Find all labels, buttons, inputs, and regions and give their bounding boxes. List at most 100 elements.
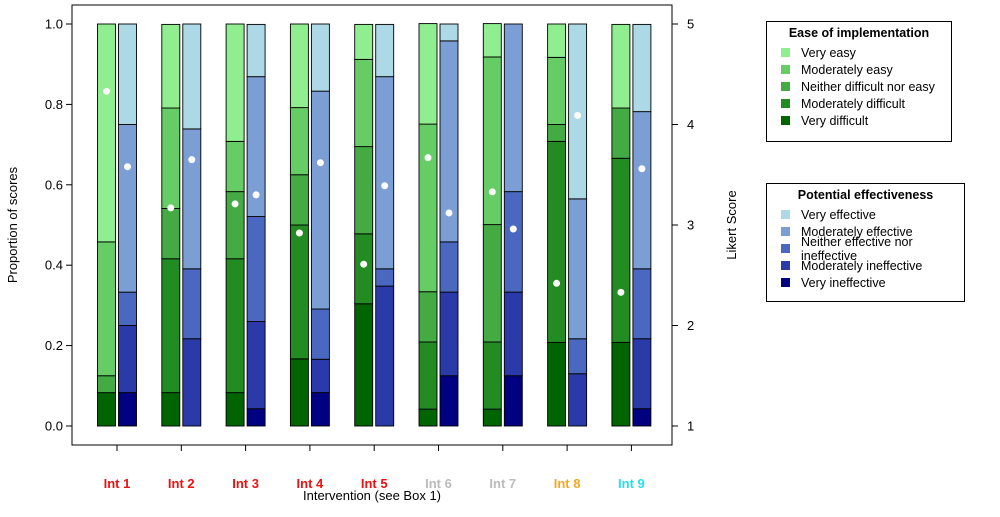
ease-bar-segment xyxy=(611,107,631,159)
y-right-tick-label: 2 xyxy=(687,318,694,333)
effectiveness-bar-segment xyxy=(246,408,266,427)
effectiveness-bar-segment xyxy=(503,375,523,427)
effectiveness-bar-segment xyxy=(375,285,395,427)
ease-bar-segment xyxy=(547,56,567,125)
ease-bar-segment xyxy=(547,23,567,58)
effectiveness-bar-segment xyxy=(310,308,330,360)
ease-legend-items: Very easy Moderately easy Neither difficul… xyxy=(767,44,951,129)
mean-markers-layer xyxy=(103,87,646,296)
effectiveness-bar-segment xyxy=(118,291,137,326)
effectiveness-bar-segment xyxy=(568,23,588,200)
legend-swatch xyxy=(781,65,790,74)
effectiveness-bar-segment xyxy=(568,338,588,375)
x-tick-label: Int 3 xyxy=(232,476,259,491)
ease-bar-segment xyxy=(161,107,181,209)
ease-bar-segment xyxy=(354,23,374,60)
ease-bar-segment xyxy=(97,241,116,377)
ease-bar-segment xyxy=(289,358,309,427)
ease-mean-marker xyxy=(617,288,625,296)
effectiveness-bar-segment xyxy=(568,373,588,427)
x-tick-label: Int 9 xyxy=(618,476,645,491)
effectiveness-legend-item: Very ineffective xyxy=(767,274,964,291)
ease-bar-segment xyxy=(289,174,309,226)
effectiveness-bar-segment xyxy=(439,241,459,293)
effectiveness-mean-marker xyxy=(124,163,131,171)
axes-layer: 0.0 0.2 0.4 0.6 0.8 1.0 1 2 3 4 5 Int 1 Int 2 Int 3 In… xyxy=(45,17,694,492)
effectiveness-bar-segment xyxy=(182,128,202,270)
ease-bar-segment xyxy=(482,56,502,226)
effectiveness-bar-segment xyxy=(310,392,330,427)
x-tick-label: Int 8 xyxy=(554,476,581,491)
effectiveness-bar-segment xyxy=(503,191,523,293)
effectiveness-legend-item: Moderately ineffective xyxy=(767,257,964,274)
effectiveness-bar-segment xyxy=(310,358,330,394)
ease-bar-segment xyxy=(418,291,438,343)
ease-bar-segment xyxy=(418,408,438,427)
effectiveness-bar-segment xyxy=(503,291,523,377)
y-tick-label: 0.4 xyxy=(45,258,63,273)
effectiveness-mean-marker xyxy=(509,225,517,233)
y-axis-right-label: Likert Score xyxy=(724,190,739,259)
y-right-tick-label: 5 xyxy=(687,17,694,32)
effectiveness-legend: Potential effectiveness Very effective Mo… xyxy=(766,183,965,302)
ease-legend-item: Very easy xyxy=(767,44,951,61)
effectiveness-bar-segment xyxy=(632,23,652,113)
y-tick-label: 0.0 xyxy=(45,419,63,434)
ease-bar-segment xyxy=(161,258,181,394)
y-axis-label: Proportion of scores xyxy=(5,166,20,283)
legend-label: Very easy xyxy=(801,45,856,60)
ease-bar-segment xyxy=(547,124,567,142)
ease-bar-segment xyxy=(225,392,245,427)
y-tick-label: 0.6 xyxy=(45,177,63,192)
ease-bar-segment xyxy=(289,23,309,109)
ease-bar-segment xyxy=(354,233,374,305)
effectiveness-legend-title: Potential effectiveness xyxy=(797,188,934,202)
ease-legend-item: Moderately easy xyxy=(767,61,951,78)
x-tick-label: Int 1 xyxy=(104,476,131,491)
legend-label: Moderately ineffective xyxy=(801,258,923,273)
ease-bar-segment xyxy=(482,23,502,58)
ease-bar-segment xyxy=(418,23,438,125)
effectiveness-bar-segment xyxy=(375,23,395,78)
legend-label: Very difficult xyxy=(801,113,869,128)
effectiveness-bar-segment xyxy=(632,408,652,427)
effectiveness-mean-marker xyxy=(638,165,646,173)
effectiveness-bar-segment xyxy=(310,23,330,92)
x-tick-label: Int 4 xyxy=(297,476,324,491)
effectiveness-bar-segment xyxy=(118,23,137,125)
legend-swatch xyxy=(781,116,790,125)
ease-mean-marker xyxy=(553,279,561,287)
effectiveness-bar-segment xyxy=(182,23,202,130)
ease-bar-segment xyxy=(289,107,309,176)
effectiveness-bar-segment xyxy=(118,124,137,293)
effectiveness-legend-item: Moderately effective xyxy=(767,223,964,240)
ease-bar-segment xyxy=(97,375,116,394)
effectiveness-mean-marker xyxy=(188,156,196,164)
ease-bar-segment xyxy=(161,392,181,427)
ease-legend-item: Moderately difficult xyxy=(767,95,951,112)
y-tick-label: 1.0 xyxy=(45,17,63,32)
ease-bar-segment xyxy=(354,146,374,235)
effectiveness-bar-segment xyxy=(375,268,395,287)
ease-legend: Ease of implementation Very easy Moderate… xyxy=(766,21,952,142)
legend-swatch xyxy=(781,82,790,91)
legend-label: Moderately easy xyxy=(801,62,893,77)
legend-label: Neither difficult nor easy xyxy=(801,79,935,94)
effectiveness-bar-segment xyxy=(246,23,266,78)
legend-label: Moderately effective xyxy=(801,224,913,239)
effectiveness-mean-marker xyxy=(445,209,453,217)
ease-bar-segment xyxy=(482,408,502,427)
ease-bar-segment xyxy=(225,23,245,142)
y-right-tick-label: 4 xyxy=(687,117,694,132)
legend-label: Very ineffective xyxy=(801,275,886,290)
effectiveness-bar-segment xyxy=(632,111,652,270)
ease-bar-segment xyxy=(611,157,631,343)
effectiveness-legend-item: Very effective xyxy=(767,206,964,223)
effectiveness-bar-segment xyxy=(632,268,652,340)
ease-bar-segment xyxy=(354,58,374,148)
y-tick-label: 0.8 xyxy=(45,97,63,112)
y-tick-label: 0.2 xyxy=(45,338,63,353)
ease-bar-segment xyxy=(547,140,567,343)
ease-legend-title: Ease of implementation xyxy=(788,26,930,40)
ease-mean-marker xyxy=(103,87,110,95)
